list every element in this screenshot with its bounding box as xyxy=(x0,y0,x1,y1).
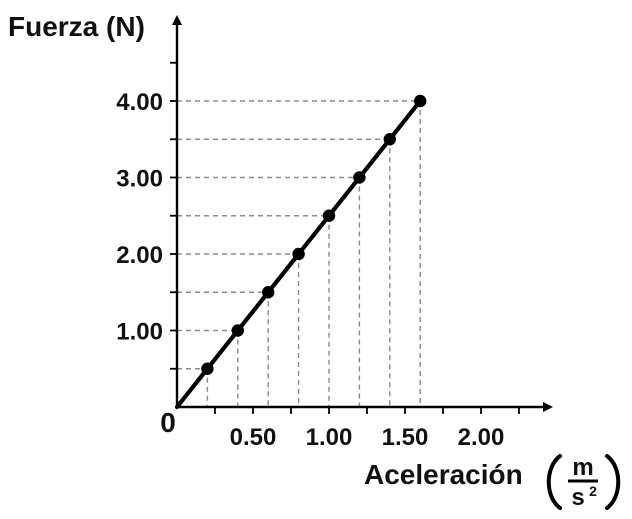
y-tick-label: 3.00 xyxy=(116,166,163,193)
x-tick-label: 2.00 xyxy=(458,424,505,451)
data-point xyxy=(292,247,305,261)
y-tick-label: 2.00 xyxy=(116,242,163,269)
x-tick-label: 0.50 xyxy=(230,424,277,451)
unit-numerator: m xyxy=(572,454,593,481)
unit-left-paren xyxy=(546,454,562,510)
data-point xyxy=(322,209,336,222)
y-tick-label: 1.00 xyxy=(116,319,163,346)
origin-label: 0 xyxy=(160,407,176,438)
data-point xyxy=(414,94,427,108)
data-point xyxy=(383,133,396,146)
y-axis-title: Fuerza (N) xyxy=(8,11,145,42)
data-point xyxy=(353,171,366,184)
x-tick-label: 1.50 xyxy=(382,424,429,451)
guide-lines xyxy=(177,100,421,407)
data-point xyxy=(262,286,275,299)
unit-denominator-base: s xyxy=(571,484,584,511)
data-point xyxy=(201,362,214,375)
unit-right-paren xyxy=(605,454,621,510)
x-tick-label: 1.00 xyxy=(306,424,353,451)
axes: 0.50 1.00 1.50 2.00 1.00 2.00 3.00 4.00 xyxy=(116,15,553,451)
x-axis-title-group: Aceleración m s 2 xyxy=(364,454,621,511)
unit-denominator-exponent: 2 xyxy=(589,483,597,499)
x-axis-title: Aceleración xyxy=(364,459,523,490)
data-points xyxy=(201,94,427,375)
data-point xyxy=(231,324,244,337)
y-tick-label: 4.00 xyxy=(116,89,163,116)
